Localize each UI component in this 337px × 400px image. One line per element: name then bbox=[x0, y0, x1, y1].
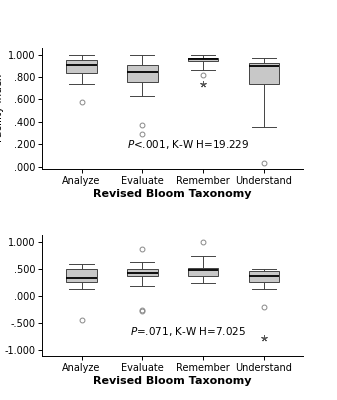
Bar bbox=[66, 60, 97, 73]
Bar bbox=[66, 269, 97, 282]
Bar bbox=[249, 270, 279, 282]
Bar bbox=[249, 63, 279, 84]
X-axis label: Revised Bloom Taxonomy: Revised Bloom Taxonomy bbox=[93, 376, 252, 386]
Bar bbox=[188, 268, 218, 276]
Text: $\mathit{P}$=.071, K-W H=7.025: $\mathit{P}$=.071, K-W H=7.025 bbox=[130, 325, 246, 338]
X-axis label: Revised Bloom Taxonomy: Revised Bloom Taxonomy bbox=[93, 188, 252, 198]
Bar bbox=[127, 269, 157, 276]
Text: $\mathit{P}$<.001, K-W H=19.229: $\mathit{P}$<.001, K-W H=19.229 bbox=[127, 138, 249, 151]
Y-axis label: Facility index: Facility index bbox=[0, 74, 3, 142]
Bar bbox=[127, 65, 157, 82]
Bar bbox=[188, 58, 218, 61]
